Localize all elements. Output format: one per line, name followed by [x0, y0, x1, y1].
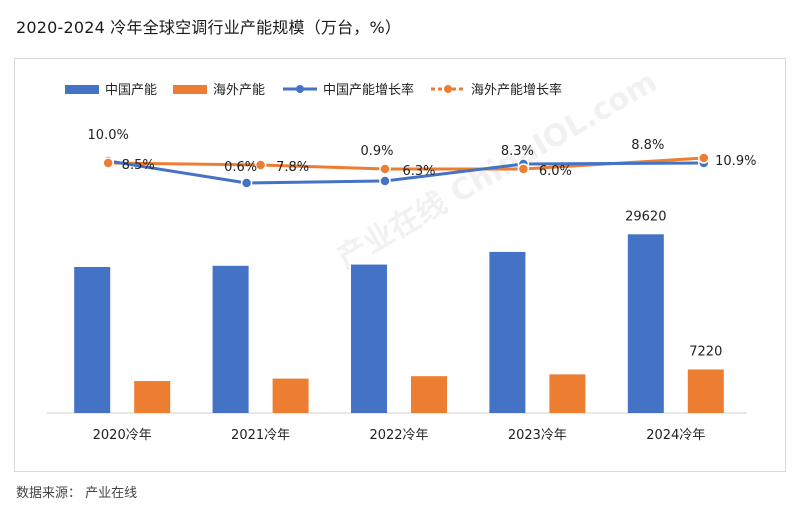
china-rate-point-1	[240, 177, 253, 189]
overseas-rate-point-2	[379, 163, 391, 175]
source-note: 数据来源： 产业在线	[16, 486, 138, 501]
bar-overseas-3	[549, 374, 586, 413]
legend-label-0: 中国产能	[105, 83, 157, 98]
bar-china-2	[351, 264, 387, 413]
bar-overseas-2	[411, 376, 447, 413]
overseas-rate-label-0: 8.5%	[122, 158, 155, 173]
x-tick-label-3: 2023冷年	[508, 428, 567, 443]
chart-title: 2020-2024 冷年全球空调行业产能规模（万台，%）	[16, 18, 402, 37]
bar-china-4	[627, 234, 664, 413]
chart-panel: 产业在线 ChinaIOL.com 2020冷年 2021冷年 2022冷年 2023冷…	[14, 58, 786, 472]
legend-label-2: 中国产能增长率	[323, 82, 414, 98]
x-tick-label-4: 2024冷年	[646, 428, 705, 443]
bar-value-label-1: 7220	[689, 344, 722, 359]
overseas-rate-label-2: 6.3%	[402, 164, 435, 179]
x-tick-label-1: 2021冷年	[231, 428, 290, 443]
overseas-rate-label-1: 7.8%	[276, 160, 309, 175]
legend-marker-2	[296, 85, 304, 93]
bar-china-1	[212, 265, 249, 413]
legend-label-3: 海外产能增长率	[471, 82, 562, 98]
legend-label-1: 海外产能	[213, 83, 265, 98]
china-rate-point-2	[379, 175, 391, 187]
overseas-rate-point-1	[254, 159, 267, 171]
overseas-rate-point-3	[517, 163, 530, 175]
legend-marker-3	[444, 85, 452, 93]
legend-swatch-0	[65, 85, 99, 94]
china-rate-label-1: 0.6%	[224, 160, 257, 175]
bar-china-0	[74, 267, 111, 413]
x-tick-label-2: 2022冷年	[369, 428, 428, 443]
china-rate-label-0: 10.0%	[88, 128, 129, 143]
overseas-rate-label-4: 10.9%	[715, 154, 756, 169]
china-rate-label-2: 0.9%	[360, 144, 393, 159]
overseas-rate-point-4	[698, 152, 710, 164]
bar-china-3	[489, 251, 526, 413]
overseas-rate-label-3: 6.0%	[539, 164, 572, 179]
bar-overseas-4	[687, 369, 724, 413]
x-tick-label-0: 2020冷年	[93, 428, 152, 443]
china-rate-label-4: 8.8%	[631, 138, 664, 153]
legend-swatch-1	[173, 85, 207, 94]
bar-value-label-0: 29620	[625, 209, 666, 224]
overseas-rate-point-0	[102, 157, 114, 169]
bar-overseas-0	[134, 381, 171, 413]
bar-overseas-1	[272, 378, 309, 413]
china-rate-label-3: 8.3%	[501, 144, 534, 159]
